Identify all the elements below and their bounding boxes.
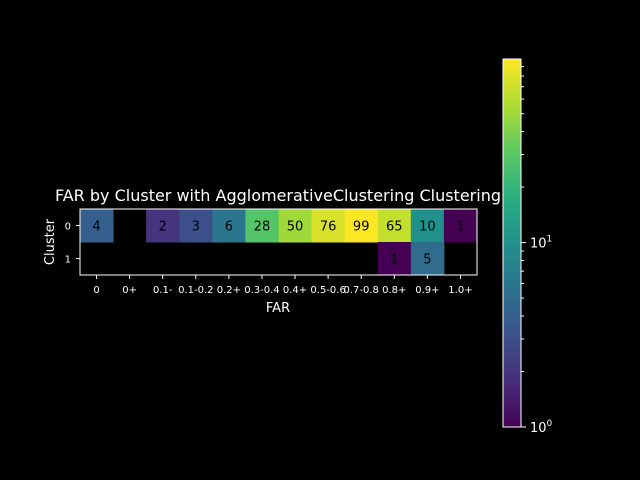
heatmap-cell (410, 209, 445, 243)
x-tick-label: 0.4+ (283, 285, 307, 296)
x-axis-ticks: 0 0+ 0.1- 0.1-0.2 0.2+ 0.3-0.4 0.4+ 0.5-0.60.7-… (93, 275, 473, 296)
heatmap-cells (80, 209, 478, 276)
cell-value-label: 1 (390, 253, 398, 268)
colorbar-ticks: 100 101 (521, 66, 553, 436)
heatmap-cell (311, 209, 346, 243)
chart-title: FAR by Cluster with AgglomerativeCluster… (55, 186, 501, 205)
heatmap-cell (146, 209, 180, 243)
heatmap-cell (245, 209, 279, 243)
y-tick-label: 1 (65, 255, 71, 266)
cell-value-label: 10 (419, 220, 436, 235)
cell-value-label: 5 (423, 253, 431, 268)
x-tick-label: 0.7-0.8 (343, 285, 378, 296)
cell-value-label: 6 (225, 220, 233, 235)
heatmap-cell (344, 209, 379, 243)
heatmap-cell (410, 242, 445, 276)
x-tick-label: 0.1-0.2 (178, 285, 213, 296)
cell-value-label: 28 (254, 220, 271, 235)
y-tick-label: 0 (65, 222, 71, 233)
colorbar (502, 58, 522, 428)
cell-value-label: 2 (159, 220, 167, 235)
x-tick-label: 1.0+ (448, 285, 472, 296)
y-axis-label: Cluster (43, 218, 58, 265)
x-axis-label: FAR (266, 301, 290, 316)
cell-value-label: 1 (456, 220, 464, 235)
cell-value-label: 99 (353, 220, 370, 235)
colorbar-tick-label: 101 (530, 235, 552, 252)
x-tick-label: 0.2+ (217, 285, 241, 296)
heatmap-cell-labels: 4 2 3 6 28 50 76 99 65 10 1 1 5 (92, 220, 464, 268)
cell-value-label: 65 (386, 220, 403, 235)
y-axis-ticks: 01 (65, 222, 80, 266)
heatmap-cell (80, 209, 114, 243)
x-tick-label: 0.8+ (382, 285, 406, 296)
heatmap-cell (179, 209, 213, 243)
cell-value-label: 4 (92, 220, 100, 235)
cell-value-label: 50 (287, 220, 304, 235)
plot-frame (79, 208, 478, 276)
heatmap-cell (443, 209, 478, 243)
heatmap-cell (377, 209, 412, 243)
cell-value-label: 76 (320, 220, 337, 235)
heatmap-cell (377, 242, 412, 276)
x-tick-label: 0.3-0.4 (244, 285, 279, 296)
x-tick-label: 0.1- (153, 285, 173, 296)
x-tick-label: 0 (93, 285, 99, 296)
x-tick-label: 0.5-0.6 (310, 285, 345, 296)
cell-value-label: 3 (192, 220, 200, 235)
heatmap-cell (278, 209, 313, 243)
heatmap-cell (212, 209, 246, 243)
x-tick-label: 0+ (122, 285, 137, 296)
colorbar-tick-label: 100 (530, 419, 553, 436)
x-tick-label: 0.9+ (415, 285, 439, 296)
